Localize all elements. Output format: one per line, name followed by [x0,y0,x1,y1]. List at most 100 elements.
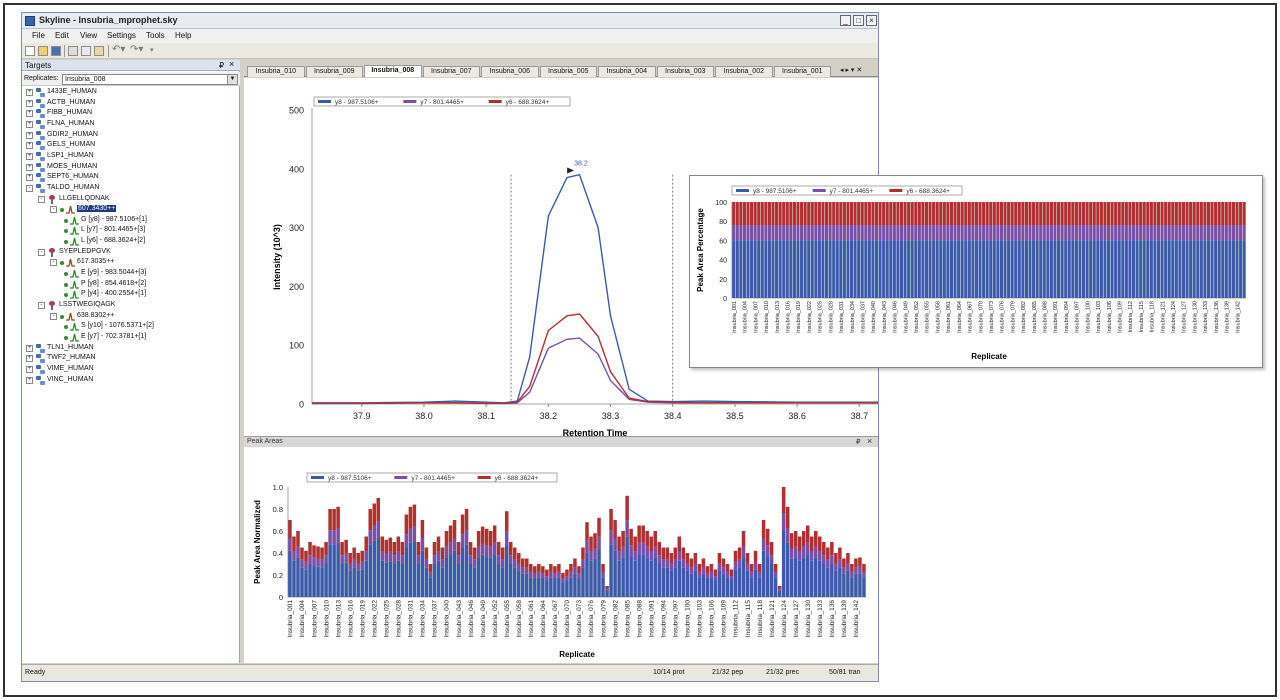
expand-icon[interactable]: + [26,110,33,118]
close-icon[interactable]: × [867,436,873,446]
tree-row-protein[interactable]: + TWF2_HUMAN [22,354,240,364]
collapse-icon[interactable]: - [38,195,45,203]
bar-segment [416,542,421,556]
bar-segment [376,537,381,597]
tree-row-transition[interactable]: P [y8] - 854.4618+[2] [22,280,240,290]
menu-tools[interactable]: Tools [146,31,165,40]
bar-segment [1185,240,1189,298]
tree-row-protein[interactable]: +1433E_HUMAN [22,88,240,98]
save-icon[interactable] [51,46,61,56]
menu-file[interactable]: File [32,31,45,40]
tree-row-protein[interactable]: + LSP1_HUMAN [22,151,240,162]
toolbar-overflow-icon[interactable]: ▾ [150,47,154,54]
cut-icon[interactable] [68,46,78,56]
collapse-icon[interactable]: - [50,206,57,214]
bar-segment [1231,202,1235,226]
close-icon[interactable]: × [229,59,235,69]
bar-segment [1131,240,1136,298]
tree-row-protein[interactable]: + SEPT6_HUMAN [22,173,240,183]
tab-replicate[interactable]: Insubria_002 [715,66,773,77]
tree-row-peptide[interactable]: - LSSTWEGIQAGK [22,301,240,311]
tree-row-precursor[interactable]: - 617.3035++ [22,258,240,268]
tab-replicate[interactable]: Insubria_009 [305,66,363,77]
expand-icon[interactable]: + [26,174,33,182]
tree-row-protein[interactable]: - TALDO_HUMAN [22,183,240,194]
tab-replicate[interactable]: Insubria_004 [598,66,656,77]
tree-row-peptide[interactable]: - SYEPLEDPGVK [22,247,240,258]
expand-icon[interactable]: + [26,89,33,96]
expand-icon[interactable]: + [26,152,33,160]
expand-icon[interactable]: + [26,344,33,352]
expand-icon[interactable]: + [26,355,33,363]
tree-row-precursor[interactable]: - 607.3430++ [22,205,240,215]
maximize-button[interactable]: □ [853,15,864,26]
expand-icon[interactable]: + [26,365,33,373]
tree-row-transition[interactable]: L [y6] - 688.3624+[2] [22,237,240,247]
tree-row-protein[interactable]: + GDIR2_HUMAN [22,130,240,141]
undo-icon[interactable]: ↶▾ [112,44,126,55]
tab-replicate[interactable]: Insubria_006 [481,66,539,77]
x-tick-label: Insubria_118 [757,600,764,637]
tree-item-label: L [y7] - 801.4465+[3] [81,226,146,234]
paste-icon[interactable] [94,46,104,56]
bar-segment [733,550,738,562]
x-tick-label: Insubria_073 [576,600,583,638]
tree-row-transition[interactable]: E [y9] - 983.5044+[3] [22,269,240,279]
tab-replicate[interactable]: Insubria_005 [539,66,597,77]
bar-segment [839,225,843,241]
pin-icon[interactable]: ₽ [219,61,225,70]
tree-row-transition[interactable]: L [y7] - 801.4465+[3] [22,226,240,236]
tree-row-protein[interactable]: + TLN1_HUMAN [22,343,240,354]
copy-icon[interactable] [81,46,91,56]
replicates-dropdown[interactable]: Insubria_008 ▼ [62,74,238,85]
tab-replicate[interactable]: Insubria_010 [247,66,305,77]
collapse-icon[interactable]: - [38,302,45,309]
new-icon[interactable] [25,46,35,56]
tree-row-transition[interactable]: S [y10] - 1076.5371+[2] [22,322,240,332]
expand-icon[interactable]: + [26,142,33,150]
tree-row-protein[interactable]: + FIBB_HUMAN [22,109,240,119]
collapse-icon[interactable]: - [26,184,33,192]
pin-icon[interactable]: ₽ [856,439,861,446]
chevron-down-icon[interactable]: ▼ [227,75,237,84]
tree-row-transition[interactable]: E [y7] - 702.3781+[1] [22,333,240,343]
tree-row-protein[interactable]: + MOES_HUMAN [22,162,240,173]
menu-edit[interactable]: Edit [55,31,69,40]
expand-icon[interactable]: + [26,99,33,107]
tree-row-protein[interactable]: + FLNA_HUMAN [22,119,240,130]
tree-row-protein[interactable]: + VIME_HUMAN [22,364,240,375]
minimize-button[interactable]: _ [840,15,851,26]
tab-replicate[interactable]: Insubria_008 [364,65,422,77]
menu-help[interactable]: Help [175,31,192,40]
tree-row-transition[interactable]: P [y4] - 400.2554+[1] [22,290,240,300]
bar-segment [1164,202,1168,226]
menu-view[interactable]: View [80,31,98,40]
redo-icon[interactable]: ↷▾ [130,44,144,55]
bar-segment [907,240,911,298]
tree-row-protein[interactable]: + VINC_HUMAN [22,375,240,386]
menu-settings[interactable]: Settings [107,31,136,40]
x-tick-label: Insubria_067 [552,600,559,638]
collapse-icon[interactable]: - [50,259,57,267]
tab-replicate[interactable]: Insubria_003 [656,66,714,77]
tree-row-peptide[interactable]: - LLGELLQDNAK [22,194,240,205]
collapse-icon[interactable]: - [50,312,57,320]
tab-replicate[interactable]: Insubria_007 [422,66,480,77]
tab-replicate[interactable]: Insubria_001 [773,66,831,77]
expand-icon[interactable]: + [26,376,33,384]
open-icon[interactable] [38,46,48,56]
tree-row-transition[interactable]: G [y8] - 987.5106+[1] [22,216,240,226]
bar-segment [352,559,356,568]
collapse-icon[interactable]: - [38,248,45,256]
tab-navigation[interactable]: ◂ ▸ ▾ ✕ [840,67,863,74]
expand-icon[interactable]: + [26,120,33,128]
tree-row-precursor[interactable]: - 638.8302++ [22,312,240,322]
expand-icon[interactable]: + [26,163,33,171]
tree-row-protein[interactable]: + ACTB_HUMAN [22,98,240,109]
bar-segment [1224,202,1228,226]
expand-icon[interactable]: + [26,131,33,139]
bar-segment [871,202,875,226]
tree-row-protein[interactable]: + GELS_HUMAN [22,141,240,151]
x-tick-label: Insubria_034 [850,301,856,333]
close-button[interactable]: × [866,15,877,26]
